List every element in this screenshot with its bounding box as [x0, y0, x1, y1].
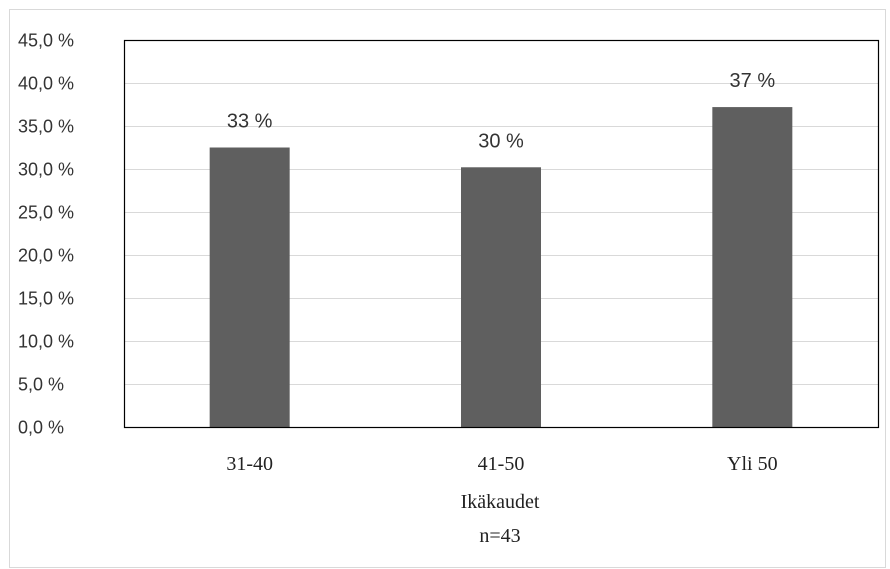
bar	[461, 167, 541, 427]
x-tick-label: Yli 50	[727, 453, 778, 475]
x-tick-label: 31-40	[226, 453, 273, 475]
x-axis-title: Ikäkaudet	[461, 491, 540, 513]
y-tick-label: 0,0 %	[18, 418, 64, 438]
bar	[712, 107, 793, 427]
x-tick-label: 41-50	[478, 453, 525, 475]
y-tick-label: 25,0 %	[18, 203, 74, 223]
x-tick-labels: 31-40 41-50 Yli 50	[226, 453, 777, 475]
y-tick-label: 10,0 %	[18, 332, 74, 352]
y-tick-label: 30,0 %	[18, 160, 74, 180]
y-tick-label: 15,0 %	[18, 289, 74, 309]
x-axis-subtitle: n=43	[479, 525, 520, 547]
y-tick-label: 45,0 %	[18, 31, 74, 51]
data-label: 30 %	[478, 130, 524, 152]
y-tick-label: 5,0 %	[18, 375, 64, 395]
data-labels: 33 % 30 % 37 %	[227, 70, 775, 152]
plot-frame	[123, 39, 880, 429]
y-tick-label: 40,0 %	[18, 74, 74, 94]
bar	[209, 147, 290, 427]
y-tick-labels: 0,0 % 5,0 % 10,0 % 15,0 % 20,0 % 25,0 % 30,0 %…	[18, 31, 74, 438]
y-tick-label: 20,0 %	[18, 246, 74, 266]
axes	[123, 39, 880, 429]
y-tick-label: 35,0 %	[18, 117, 74, 137]
data-label: 33 %	[227, 111, 273, 133]
data-label: 37 %	[730, 70, 776, 92]
bars	[209, 107, 793, 427]
